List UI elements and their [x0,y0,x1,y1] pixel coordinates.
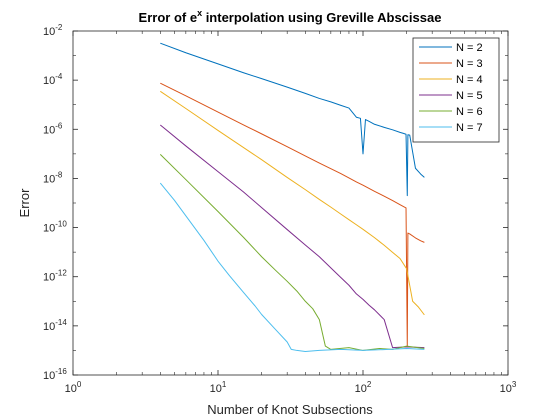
x-tick-label-base: 10 [65,383,77,395]
y-tick-label-base: 10 [43,173,55,185]
y-tick-label: 10-4 [43,72,63,87]
y-tick-label-exponent: -10 [55,220,67,229]
y-tick-label-exponent: -6 [55,121,63,130]
legend: N = 2 N = 3 N = 4 N = 5 N = 6 N = 7 [412,37,500,143]
x-tick-label-exponent: 2 [367,380,372,389]
y-tick-label: 10-2 [43,23,63,38]
legend-label: N = 7 [456,122,483,134]
y-tick-label: 10-8 [43,170,63,185]
y-tick-label-base: 10 [43,321,55,333]
y-tick-label-exponent: -8 [55,170,63,179]
legend-label: N = 2 [456,42,483,54]
chart-title: Error of ex interpolation using Greville… [139,8,442,25]
legend-label: N = 4 [456,74,483,86]
series-line-n6 [159,154,425,351]
series-line-n4 [160,90,425,316]
x-axis-ticks: 100 101 102 103 [65,380,517,395]
y-tick-label-base: 10 [43,124,55,136]
x-tick-label: 100 [65,380,82,395]
x-tick-label: 103 [500,380,517,395]
series-line-n5 [159,124,425,349]
y-tick-label: 10-10 [43,220,67,235]
y-tick-label-base: 10 [43,272,55,284]
y-tick-label-exponent: -4 [55,72,63,81]
x-tick-label-base: 10 [355,383,367,395]
legend-label: N = 5 [456,90,483,102]
y-tick-label-base: 10 [43,370,55,382]
series-layer [159,42,425,353]
series-line-n7 [159,182,425,353]
chart-title-superscript: x [197,8,202,18]
x-tick-label-base: 10 [210,383,222,395]
legend-label: N = 6 [456,106,483,118]
legend-box [412,37,500,143]
x-tick-label-exponent: 0 [77,380,82,389]
y-tick-label-exponent: -2 [55,23,63,32]
x-axis-label: Number of Knot Subsections [207,402,373,417]
chart-title-prefix: Error of e [139,10,198,25]
y-tick-label-base: 10 [43,223,55,235]
y-tick-label: 10-16 [43,367,67,382]
y-tick-label-exponent: -12 [55,269,67,278]
x-tick-label: 102 [355,380,372,395]
y-axis-label: Error [17,188,32,218]
series-line-n2 [160,42,425,197]
y-tick-label-base: 10 [43,26,55,38]
x-tick-label: 101 [210,380,227,395]
y-tick-label-base: 10 [43,75,55,87]
y-tick-label: 10-6 [43,121,63,136]
axes-layer [72,30,509,376]
y-tick-label-exponent: -14 [55,318,67,327]
y-tick-label-exponent: -16 [55,367,67,376]
legend-label: N = 3 [456,58,483,70]
y-tick-label: 10-12 [43,269,67,284]
series-line-n3 [160,82,425,347]
x-tick-label-exponent: 3 [512,380,517,389]
y-tick-label: 10-14 [43,318,67,333]
x-tick-label-base: 10 [500,383,512,395]
chart-title-suffix: interpolation using Greville Abscissae [202,10,441,25]
x-tick-label-exponent: 1 [222,380,227,389]
